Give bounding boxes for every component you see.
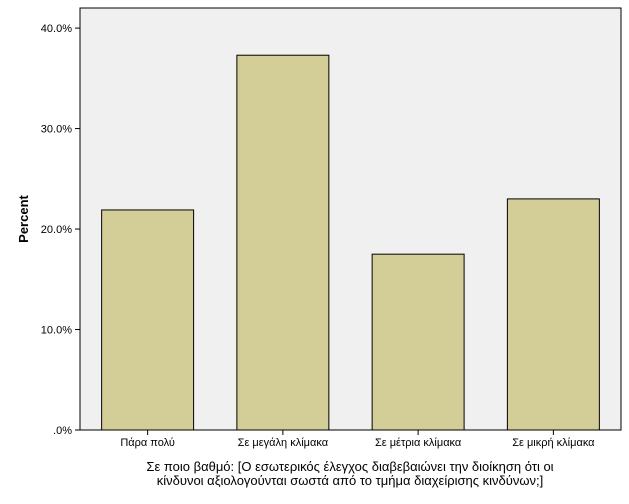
x-axis-label-line-1: Σε ποιο βαθμό: [Ο εσωτερικός έλεγχος δια… [146,459,553,474]
bars [101,54,600,431]
y-tick-label: 20.0% [41,224,72,236]
y-axis: .0% 10.0% 20.0% 30.0% 40.0% [41,23,80,437]
bar [371,253,465,431]
x-tick-label: Σε μέτρια κλίμακα [375,437,462,449]
bar [506,198,600,431]
y-tick-label: 10.0% [41,325,72,337]
y-tick-label: .0% [53,425,72,437]
bar [101,209,195,431]
x-tick-label: Πάρα πολύ [120,437,175,449]
x-tick-label: Σε μεγάλη κλίμακα [238,437,329,449]
y-axis-label: Percent [16,194,31,242]
x-axis-label-line-2: κίνδυνοι αξιολογούνται σωστά από το τμήμ… [157,473,544,488]
y-tick-label: 30.0% [41,124,72,136]
x-axis: Πάρα πολύ Σε μεγάλη κλίμακα Σε μέτρια κλίμ… [120,430,595,449]
bar [236,54,330,431]
x-tick-label: Σε μικρή κλίμακα [512,437,595,449]
y-tick-label: 40.0% [41,23,72,35]
